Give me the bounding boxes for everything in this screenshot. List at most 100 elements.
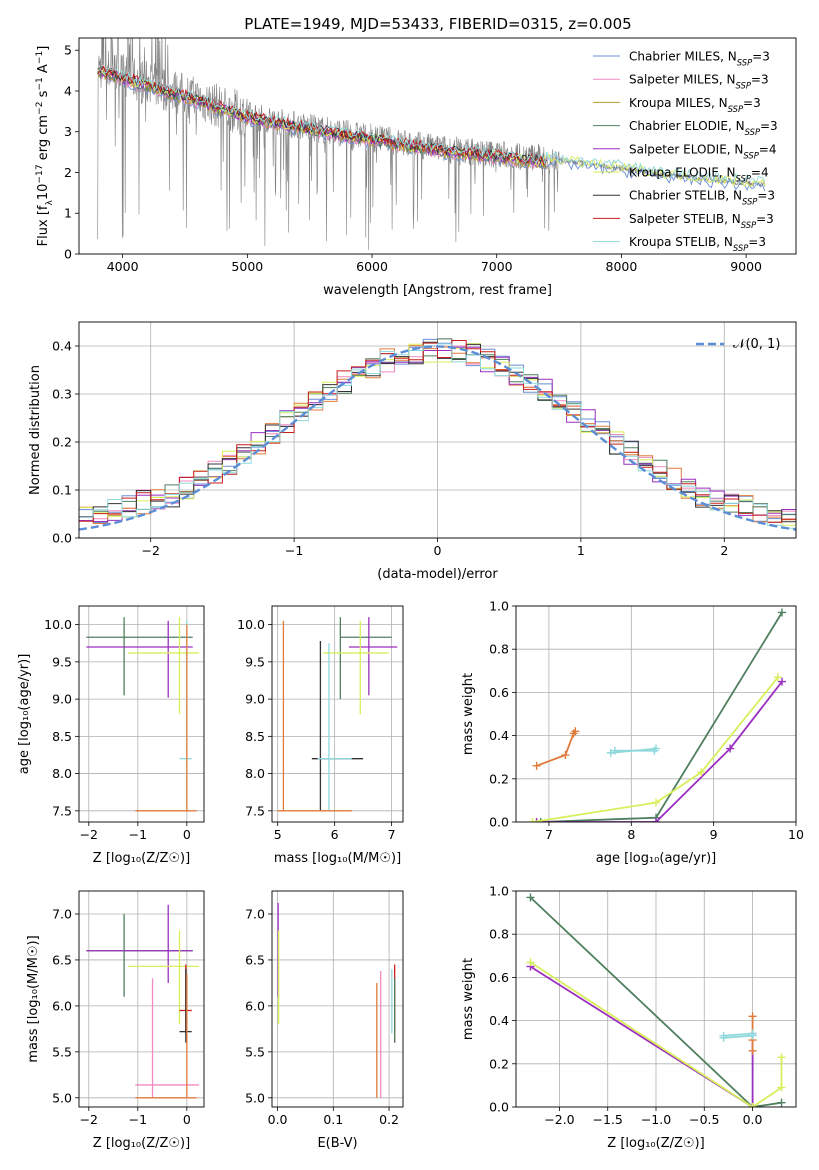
axes-frame [515,890,797,1108]
plot-area [526,893,786,1107]
mass-weight-marker [532,761,541,770]
y-tick-label: 5.0 [245,1090,265,1105]
panel-residuals: −2 −1 0 1 2 0.0 0.1 0.2 0.3 0.4 (data-model)/error… [28,321,797,582]
legend-entry: Salpeter ELODIE, NSSP=4 [629,142,777,160]
x-tick-label: 10 [788,827,804,842]
y-tick-label: 5.0 [52,1090,72,1105]
y-tick-label: 0.6 [489,685,509,700]
y-tick-label: 5.5 [52,1044,72,1059]
y-tick-label: 8.0 [245,766,265,781]
x-axis-label: age [log₁₀(age/yr)] [596,851,717,866]
y-tick-label: 0.4 [52,339,72,354]
x-tick-label: −1.0 [641,1112,671,1127]
y-tick-label: 3 [64,124,72,139]
x-axis-label: Z [log₁₀(Z/Z☉)] [93,851,190,866]
panel-age-vs-Z: −2 −1 0 7.5 8.0 8.5 9.0 9.5 10.0 Z [log₁₀(Z/Z☉)] a… [17,605,205,866]
mass-weight-line [532,676,779,822]
x-tick-label: 0.2 [379,1112,399,1127]
x-tick-label: −2.0 [544,1112,574,1127]
x-tick-label: 6000 [356,259,388,274]
legend-entry: Salpeter STELIB, NSSP=3 [629,212,774,230]
x-tick-label: 2 [720,543,728,558]
mass-weight-marker [777,1083,786,1092]
mass-weight-marker [652,818,660,822]
y-tick-label: 1.0 [489,884,509,899]
legend-entry: Salpeter MILES, NSSP=3 [629,73,769,91]
axes-frame [271,605,404,823]
x-tick-label: −1 [129,827,147,842]
y-tick-label: 9.5 [245,654,265,669]
x-tick-label: 0 [183,1112,191,1127]
y-tick-label: 0 [64,247,72,262]
mass-weight-marker [536,818,545,822]
x-tick-label: 6 [331,827,339,842]
y-tick-label: 0.8 [489,642,509,657]
y-axis-label: mass weight [461,673,476,755]
x-tick-label: 7000 [481,259,513,274]
y-tick-label: 0.4 [489,728,509,743]
mass-weight-marker [777,1053,786,1062]
errorbar-point [86,620,193,698]
x-axis-label: Z [log₁₀(Z/Z☉)] [607,1136,704,1151]
mass-weight-marker [571,727,580,736]
mass-weight-marker [748,1012,757,1021]
x-tick-label: 0.0 [743,1112,763,1127]
panel-age-vs-mass: 5 6 7 7.5 8.0 8.5 9.0 9.5 10.0 mass [log₁₀(M/M☉)] [237,605,404,866]
x-axis-label: wavelength [Angstrom, rest frame] [323,283,552,298]
panel-spectrum: 4000 5000 6000 7000 8000 9000 0 1 2 3 4 5 wavelength… [35,37,797,298]
y-tick-label: 6.0 [52,998,72,1013]
legend-entry: Kroupa MILES, NSSP=3 [629,96,761,114]
x-tick-label: 1 [577,543,585,558]
errorbar-point [348,617,398,696]
x-tick-label: −0.5 [689,1112,719,1127]
y-tick-label: 0.2 [489,1056,509,1071]
errorbar-point [179,969,192,1043]
mass-weight-line [529,896,782,1107]
panel-weight-vs-age: 7 8 9 10 0.0 0.2 0.4 0.6 0.8 1.0 age [log₁₀(age/yr… [461,599,804,867]
mass-weight-marker [532,818,541,822]
y-tick-label: 7.0 [245,906,265,921]
legend-entry: Kroupa STELIB, NSSP=3 [629,235,766,253]
y-axis-label: mass [log₁₀(M/M☉)] [26,935,41,1062]
mass-weight-line [530,961,783,1107]
x-tick-label: 0 [434,543,442,558]
x-tick-label: 8 [627,827,635,842]
y-axis-label: mass weight [461,958,476,1040]
x-tick-label: 7 [545,827,553,842]
axes-frame [271,890,404,1108]
errorbar-point [317,643,352,811]
plot-area [86,904,200,1099]
y-tick-label: 9.0 [245,692,265,707]
mass-weight-marker [610,746,619,755]
x-axis-label: E(B-V) [317,1136,357,1151]
x-tick-label: −1.5 [593,1112,623,1127]
errorbar-point [135,978,200,1098]
mass-weight-line [536,730,576,767]
y-tick-label: 7.5 [245,803,265,818]
plot-area [277,902,396,1098]
errorbar-point [277,620,352,812]
mass-weight-line [536,681,783,822]
plot-area [528,608,786,822]
x-tick-label: 4000 [107,259,139,274]
y-tick-label: 9.5 [52,654,72,669]
legend-entry: Chabrier STELIB, NSSP=3 [629,189,775,207]
y-tick-label: 0.0 [52,531,72,546]
mass-weight-marker [726,744,735,753]
x-tick-label: 9 [710,827,718,842]
errorbar-point [339,617,392,700]
x-tick-label: 9000 [730,259,762,274]
x-axis-label: Z [log₁₀(Z/Z☉)] [93,1136,190,1151]
y-tick-label: 0.4 [489,1013,509,1028]
mass-weight-marker [697,768,706,777]
axes-frame [78,321,797,539]
mass-weight-marker [650,746,659,755]
y-tick-label: 10.0 [237,617,265,632]
axes-frame [515,605,797,823]
errorbar-point [135,624,197,812]
x-tick-label: 0 [183,827,191,842]
y-tick-label: 8.5 [52,729,72,744]
errorbar-point [86,904,193,983]
y-tick-label: 6.5 [245,952,265,967]
